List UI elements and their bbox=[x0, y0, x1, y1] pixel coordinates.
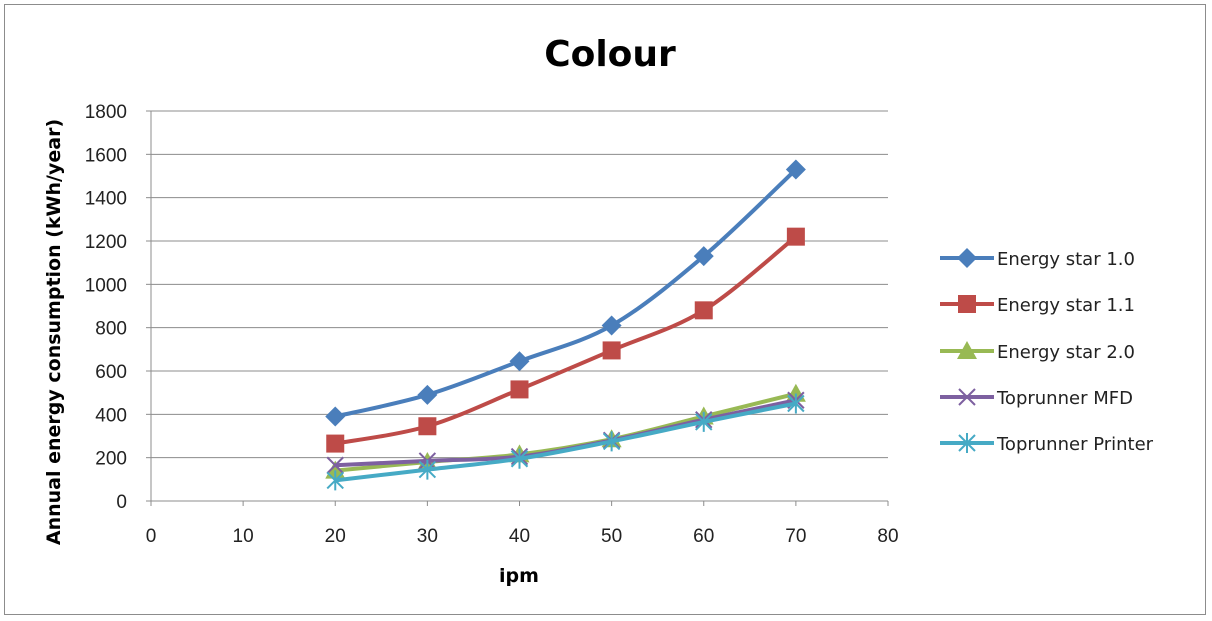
series-4 bbox=[326, 393, 805, 491]
data-point bbox=[787, 393, 805, 414]
y-tick-label: 1400 bbox=[85, 189, 127, 210]
legend-item: Energy star 1.1 bbox=[940, 295, 1135, 316]
y-tick-label: 600 bbox=[95, 362, 127, 383]
y-tick-label: 1800 bbox=[85, 102, 127, 123]
x-tick-label: 30 bbox=[417, 526, 438, 547]
y-tick-label: 200 bbox=[95, 449, 127, 470]
data-point bbox=[510, 448, 529, 469]
legend-marker bbox=[958, 433, 976, 453]
y-tick-label: 400 bbox=[95, 405, 127, 426]
chart-title: Colour bbox=[544, 34, 676, 75]
legend-item: Toprunner Printer bbox=[940, 433, 1154, 455]
y-axis-label: Annual energy consumption (kWh/year) bbox=[43, 119, 65, 545]
data-series bbox=[325, 159, 806, 491]
data-point bbox=[694, 301, 713, 320]
legend-item: Toprunner MFD bbox=[940, 388, 1133, 409]
x-tick-label: 70 bbox=[785, 526, 806, 547]
data-point bbox=[418, 459, 437, 480]
y-tick-label: 1600 bbox=[85, 145, 127, 166]
series-1 bbox=[326, 227, 805, 453]
x-tick-label: 40 bbox=[509, 526, 530, 547]
legend-label: Toprunner Printer bbox=[996, 434, 1154, 455]
data-point bbox=[326, 434, 345, 453]
legend-marker bbox=[957, 248, 977, 268]
x-tick-label: 50 bbox=[601, 526, 622, 547]
y-tick-label: 1000 bbox=[85, 275, 127, 296]
series-line bbox=[335, 401, 797, 483]
x-tick-labels: 0 10 20 30 40 50 60 70 80 bbox=[146, 526, 899, 547]
x-tick-label: 60 bbox=[693, 526, 714, 547]
data-point bbox=[326, 456, 344, 474]
chart-frame bbox=[4, 4, 1206, 615]
y-tick-label: 1200 bbox=[85, 232, 127, 253]
data-point bbox=[693, 246, 714, 267]
legend-marker bbox=[958, 388, 976, 406]
y-tick-labels: 0 200 400 600 800 1000 1200 1400 1600 1800 bbox=[85, 102, 127, 513]
data-point bbox=[509, 351, 530, 372]
data-point bbox=[602, 341, 621, 360]
x-tick-label: 80 bbox=[877, 526, 898, 547]
x-tick-label: 20 bbox=[325, 526, 346, 547]
x-tick-label: 10 bbox=[233, 526, 254, 547]
data-point bbox=[418, 417, 437, 436]
data-point bbox=[602, 431, 621, 452]
data-point bbox=[417, 384, 438, 405]
legend-label: Energy star 2.0 bbox=[997, 342, 1135, 363]
legend-item: Energy star 2.0 bbox=[940, 341, 1135, 363]
y-tick-label: 800 bbox=[95, 319, 127, 340]
legend: Energy star 1.0 Energy star 1.1 Energy sta… bbox=[940, 248, 1154, 455]
data-point bbox=[601, 315, 622, 336]
legend-label: Toprunner MFD bbox=[996, 388, 1133, 409]
legend-label: Energy star 1.1 bbox=[997, 295, 1135, 316]
series-0 bbox=[325, 159, 806, 427]
y-tick-label: 0 bbox=[116, 492, 127, 513]
legend-item: Energy star 1.0 bbox=[940, 248, 1135, 270]
data-point bbox=[695, 411, 713, 432]
legend-marker bbox=[958, 295, 976, 313]
data-point bbox=[510, 380, 529, 399]
legend-marker bbox=[957, 341, 977, 359]
data-point bbox=[786, 227, 805, 246]
x-axis-label: ipm bbox=[499, 565, 539, 587]
data-point bbox=[785, 159, 806, 180]
data-point bbox=[326, 470, 344, 491]
x-tick-label: 0 bbox=[146, 526, 157, 547]
legend-label: Energy star 1.0 bbox=[997, 249, 1135, 270]
data-point bbox=[325, 406, 346, 427]
axes bbox=[146, 110, 889, 506]
